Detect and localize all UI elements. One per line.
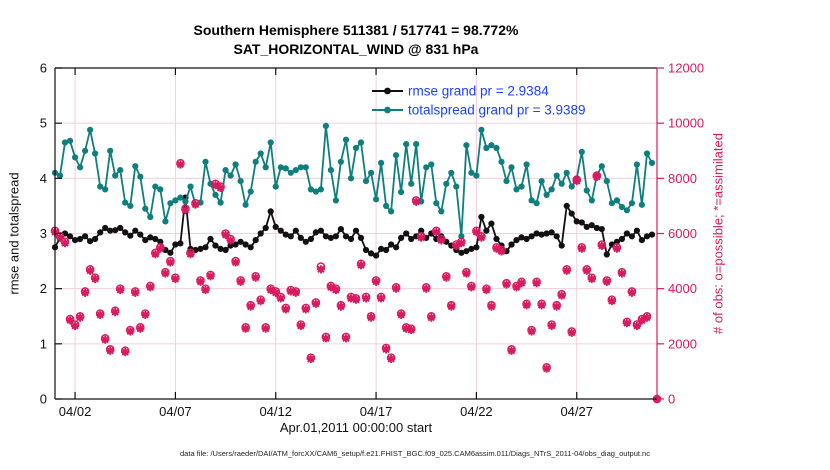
series-rmse	[51, 194, 656, 259]
y-right-tick-label: 0	[668, 392, 675, 407]
legend: rmse grand pr = 2.9384 totalspread grand …	[372, 84, 586, 118]
y-left-tick-label: 4	[40, 171, 47, 186]
x-tick-label: 04/02	[59, 404, 92, 419]
y-left-tick-label: 0	[40, 392, 47, 407]
x-axis: 04/02 04/07 04/12 04/17 04/22 04/27	[59, 68, 593, 419]
y-axis-right: 0 2000 4000 6000 8000 10000 12000	[657, 61, 704, 407]
y-right-tick-label: 8000	[668, 171, 697, 186]
series-totalspread	[51, 122, 656, 240]
y-left-tick-label: 5	[40, 116, 47, 131]
x-tick-label: 04/22	[460, 404, 493, 419]
x-tick-label: 04/07	[159, 404, 192, 419]
y-left-tick-label: 6	[40, 61, 47, 76]
plot-title-line1: Southern Hemisphere 511381 / 517741 = 98…	[193, 22, 519, 38]
y-axis-left: 0 1 2 3 4 5 6	[40, 61, 62, 407]
legend-label-totalspread: totalspread grand pr = 3.9389	[408, 103, 586, 118]
data-file-footer: data file: /Users/raeder/DAI/ATM_forcXX/…	[180, 449, 650, 458]
x-tick-label: 04/27	[560, 404, 593, 419]
grid-lines	[55, 68, 657, 399]
y-right-tick-label: 12000	[668, 61, 704, 76]
plot-title-line2: SAT_HORIZONTAL_WIND @ 831 hPa	[233, 41, 479, 57]
x-axis-label: Apr.01,2011 00:00:00 start	[279, 420, 433, 435]
legend-label-rmse: rmse grand pr = 2.9384	[408, 84, 549, 99]
x-tick-label: 04/17	[360, 404, 393, 419]
y-left-tick-label: 1	[40, 336, 47, 351]
y-right-tick-label: 10000	[668, 116, 704, 131]
y-axis-right-label: # of obs: o=possible; *=assimilated	[710, 133, 726, 334]
x-tick-label: 04/12	[259, 404, 292, 419]
y-left-tick-label: 2	[40, 281, 47, 296]
y-right-tick-label: 2000	[668, 336, 697, 351]
y-right-tick-label: 4000	[668, 281, 697, 296]
y-right-tick-label: 6000	[668, 226, 697, 241]
y-left-tick-label: 3	[40, 226, 47, 241]
scatter-assimilated	[50, 160, 662, 404]
y-axis-left-label: rmse and totalspread	[6, 172, 22, 295]
